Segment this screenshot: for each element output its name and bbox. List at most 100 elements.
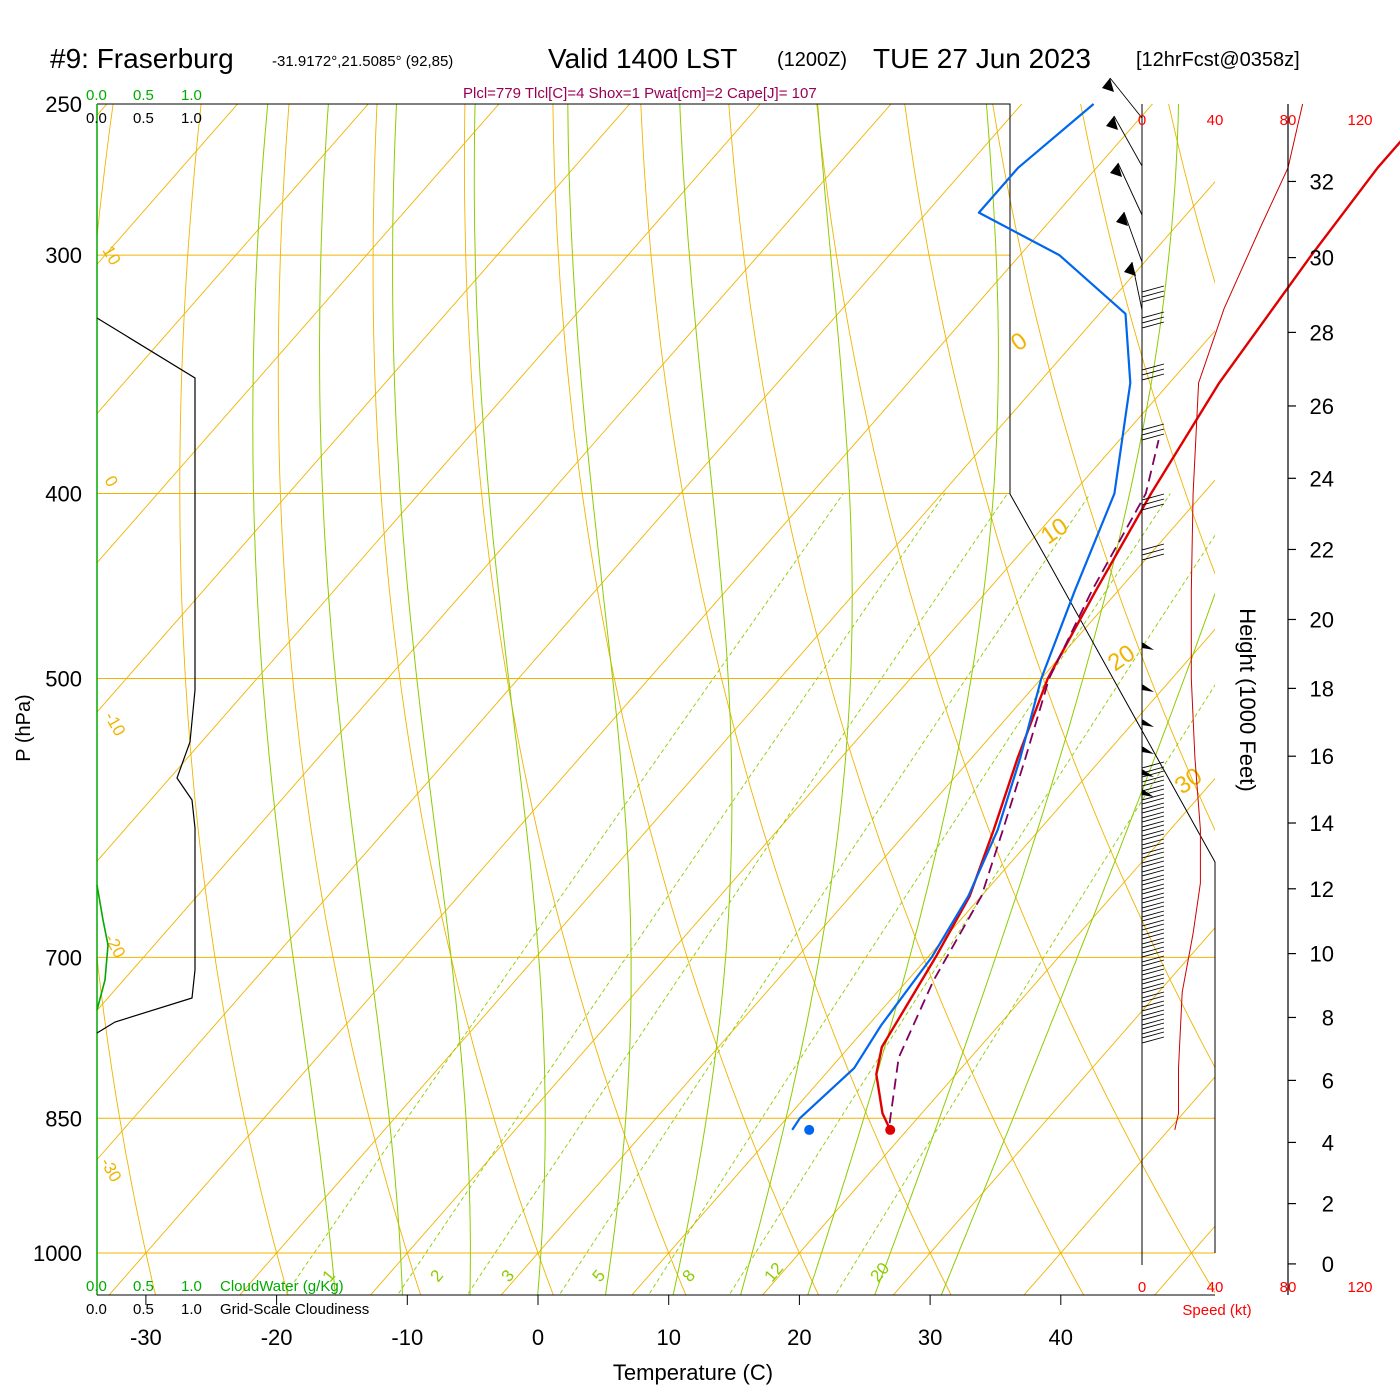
- cloudwater-tick-1: 0.5: [133, 1278, 154, 1295]
- mixing-ratio-label: 2: [427, 1266, 448, 1285]
- wind-barb-feather: [1141, 363, 1165, 371]
- wind-barb-flag: [1142, 719, 1154, 727]
- stability-indices: Plcl=779 Tlcl[C]=4 Shox=1 Pwat[cm]=2 Cap…: [463, 85, 817, 102]
- wind-barb-feather: [1141, 503, 1165, 511]
- dry-adiabat-line: [372, 104, 554, 1295]
- dry-adiabat-line: [277, 104, 422, 1295]
- moist-adiabat-line: [318, 104, 403, 1295]
- wind-barb-feather: [1141, 829, 1165, 837]
- zulu-time: (1200Z): [777, 49, 847, 71]
- wind-barb-feather: [1141, 770, 1165, 778]
- height-tick-label: 18: [1310, 676, 1334, 701]
- wind-barb-feather: [1141, 959, 1165, 967]
- wind-barb-feather: [1141, 1031, 1165, 1039]
- wind-barb-feather: [1141, 955, 1165, 963]
- wind-barb-feather: [1141, 842, 1165, 850]
- wind-barb-feather: [1141, 851, 1165, 859]
- background-lines: [0, 0, 1400, 1332]
- wind-barb-flag: [1142, 746, 1154, 754]
- wind-barb-feather: [1141, 820, 1165, 828]
- x-tick-label: 40: [1049, 1325, 1073, 1350]
- isotherm-line: [0, 0, 7, 1332]
- wind-barb-feather: [1141, 779, 1165, 787]
- wind-barb-staff: [1117, 162, 1143, 216]
- wind-barb-feather: [1141, 802, 1165, 810]
- valid-time: Valid 1400 LST: [548, 43, 737, 74]
- dry-adiabat-line: [1298, 0, 1400, 1332]
- wind-barb-feather: [1141, 968, 1165, 976]
- height-tick-label: 20: [1310, 607, 1334, 632]
- mixing-ratio-line: [285, 493, 844, 1294]
- cloudiness-tick-0: 0.0: [86, 110, 107, 127]
- wind-barb-feather: [1141, 878, 1165, 886]
- wind-barb-feather: [1141, 311, 1165, 319]
- x-tick-label: 20: [787, 1325, 811, 1350]
- station-name: #9: Fraserburg: [50, 43, 234, 74]
- height-tick-label: 10: [1310, 942, 1334, 967]
- x-tick-label: 0: [532, 1325, 544, 1350]
- x-tick-labels: -30 -20 -10 0 10 20 30 40: [130, 1295, 1073, 1350]
- speed-scale-top: 0 40 80 120: [1138, 112, 1373, 129]
- wind-barb-feather: [1141, 901, 1165, 909]
- wind-barb-feather: [1141, 321, 1165, 329]
- speed-tick-80: 80: [1280, 112, 1297, 129]
- moist-adiabat-line: [807, 104, 999, 1295]
- cloudiness-tick-2: 1.0: [181, 110, 202, 127]
- dry-adiabat-line: [1080, 104, 1215, 575]
- isotherm-label: -20: [101, 931, 130, 962]
- wind-barb-feather: [1141, 811, 1165, 819]
- wind-barb-feather: [1141, 548, 1165, 556]
- isotherm-line: [239, 181, 1215, 1295]
- height-tick-label: 12: [1310, 877, 1334, 902]
- wind-barb-feather: [1141, 793, 1165, 801]
- isotherm-label: -10: [101, 709, 130, 740]
- mixing-ratio-line: [836, 684, 1215, 1294]
- isotherm-line: [631, 628, 1215, 1295]
- height-tick-label: 16: [1310, 744, 1334, 769]
- wind-barb-feather: [1141, 1004, 1165, 1012]
- wind-barb-feather: [1141, 295, 1165, 303]
- x-axis-title: Temperature (C): [613, 1360, 773, 1385]
- station-coords: -31.9172°,21.5085° (92,85): [272, 53, 453, 70]
- speed-tick-40: 40: [1207, 112, 1224, 129]
- wind-barb-feather: [1141, 543, 1165, 551]
- forecast-info: [12hrFcst@0358z]: [1136, 49, 1300, 71]
- x-tick-label: 10: [656, 1325, 680, 1350]
- dry-adiabat-line: [552, 104, 820, 1295]
- height-tick-label: 30: [1310, 246, 1334, 271]
- wind-barb-feather: [1141, 995, 1165, 1003]
- wind-barb-feather: [1141, 316, 1165, 324]
- plot-frame: [97, 103, 1216, 1253]
- parcel-line: [888, 439, 1160, 1124]
- height-tick-label: 14: [1310, 811, 1334, 836]
- isotherm-label: -30: [97, 1155, 126, 1186]
- x-tick-label: -30: [130, 1325, 162, 1350]
- cloudiness-tick-0: 0.0: [86, 1301, 107, 1318]
- speed-tick-120: 120: [1347, 112, 1372, 129]
- moist-adiabat-line: [940, 592, 1215, 1295]
- moist-adiabat-line: [740, 104, 853, 1295]
- cloudwater-scale-bottom: 0.0 0.5 1.0 CloudWater (g/Kg): [86, 1278, 344, 1295]
- isotherm-line: [108, 104, 1154, 1295]
- isotherm-line: [97, 104, 761, 862]
- mixing-ratio-label: 5: [589, 1266, 610, 1285]
- isotherm-label: 10: [99, 243, 125, 269]
- wind-barb-flag: [1142, 642, 1154, 650]
- wind-barb-feather: [1141, 865, 1165, 873]
- wind-barb-feather: [1141, 1000, 1165, 1008]
- wind-barbs: [1102, 77, 1165, 1088]
- speed-axis-label: Speed (kt): [1182, 1302, 1251, 1319]
- wind-barb-feather: [1141, 498, 1165, 506]
- cloudiness-tick-2: 1.0: [181, 1301, 202, 1318]
- cloudwater-label: CloudWater (g/Kg): [220, 1278, 344, 1295]
- moist-adiabat-line: [874, 104, 1180, 1295]
- height-tick-label: 28: [1310, 320, 1334, 345]
- cloudiness-tick-1: 0.5: [133, 1301, 154, 1318]
- wind-barb-feather: [1141, 856, 1165, 864]
- mixing-ratio-line: [729, 534, 1215, 1294]
- surface-dewpoint-point: [804, 1124, 815, 1135]
- wind-barb-feather: [1141, 946, 1165, 954]
- wind-barb-feather: [1141, 1009, 1165, 1017]
- wind-barb-feather: [1141, 964, 1165, 972]
